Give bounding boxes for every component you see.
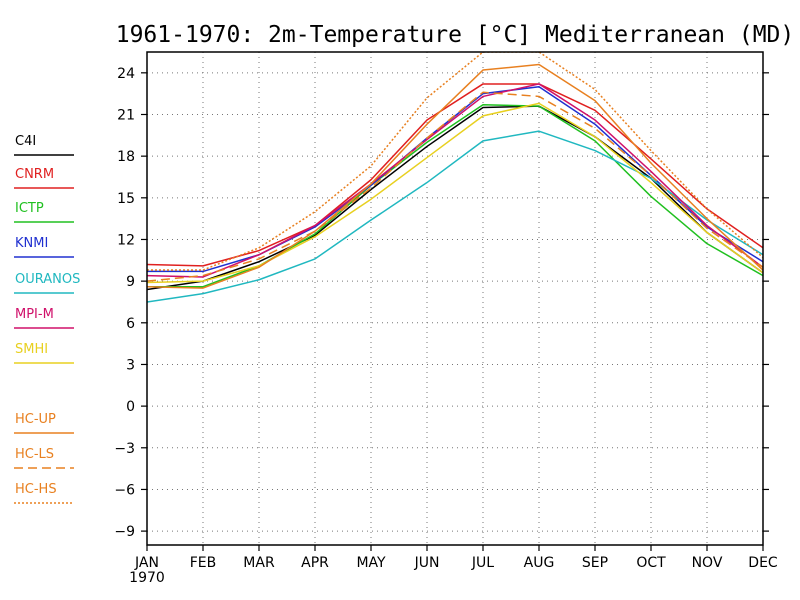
- legend: C4I CNRM ICTP KNMI OURANOS MPI-M SMHI HC-UP HC-L…: [14, 134, 80, 504]
- plot-frame: [146, 51, 764, 546]
- legend-label-smhi: SMHI: [15, 342, 48, 357]
- y-tick-label: 12: [117, 232, 135, 248]
- legend-label-cnrm: CNRM: [15, 167, 54, 182]
- x-tick-label: SEP: [582, 555, 608, 571]
- series-line-mpi-m: [147, 83, 763, 278]
- series-line-c4i: [147, 105, 763, 291]
- y-tick-label: 15: [117, 191, 135, 207]
- y-tick-label: −9: [114, 524, 135, 540]
- legend-label-hc-up: HC-UP: [15, 412, 56, 427]
- x-tick-label: JAN: [134, 555, 159, 571]
- x-tick-label: DEC: [748, 555, 778, 571]
- y-tick-label: 3: [126, 357, 135, 373]
- legend-label-hc-ls: HC-LS: [15, 447, 54, 462]
- chart-title: 1961-1970: 2m-Temperature [°C] Mediterra…: [116, 22, 795, 48]
- x-tick-label: NOV: [692, 555, 723, 571]
- x-tick-label: JUN: [414, 555, 440, 571]
- y-tick-label: −3: [114, 441, 135, 457]
- y-tick-label: 21: [117, 107, 135, 123]
- y-tick-label: −6: [114, 482, 135, 498]
- x-tick-label: APR: [301, 555, 329, 571]
- axes: −9 −6 −3 0 3 6 9 12 15 18 21 24 JAN FEB MAR APR MAY JUN JU…: [114, 66, 778, 586]
- legend-label-mpi-m: MPI-M: [15, 307, 54, 322]
- series-line-ouranos: [147, 130, 763, 303]
- y-tick-label: 6: [126, 316, 135, 332]
- x-tick-label: JUL: [471, 555, 494, 571]
- y-tick-label: 0: [126, 399, 135, 415]
- series-line-cnrm: [147, 83, 763, 267]
- x-tick-label: MAY: [356, 555, 386, 571]
- y-tick-label: 24: [117, 66, 135, 82]
- series-line-hc-ls: [147, 91, 763, 282]
- series-line-hc-up: [147, 63, 763, 289]
- y-tick-label: 9: [126, 274, 135, 290]
- legend-label-hc-hs: HC-HS: [15, 482, 57, 497]
- x-tick-label: AUG: [524, 555, 555, 571]
- x-tick-label: OCT: [636, 555, 666, 571]
- legend-label-ouranos: OURANOS: [15, 272, 80, 287]
- series-line-knmi: [147, 85, 763, 273]
- series-line-smhi: [147, 102, 763, 284]
- legend-label-knmi: KNMI: [15, 236, 48, 251]
- x-tick-label: MAR: [243, 555, 275, 571]
- series-line-ictp: [147, 104, 763, 288]
- legend-label-c4i: C4I: [15, 134, 36, 149]
- series-lines: [147, 52, 763, 303]
- x-tick-label: FEB: [190, 555, 217, 571]
- x-year-label: 1970: [129, 570, 165, 586]
- legend-label-ictp: ICTP: [15, 201, 44, 216]
- y-tick-label: 18: [117, 149, 135, 165]
- grid: [147, 52, 763, 545]
